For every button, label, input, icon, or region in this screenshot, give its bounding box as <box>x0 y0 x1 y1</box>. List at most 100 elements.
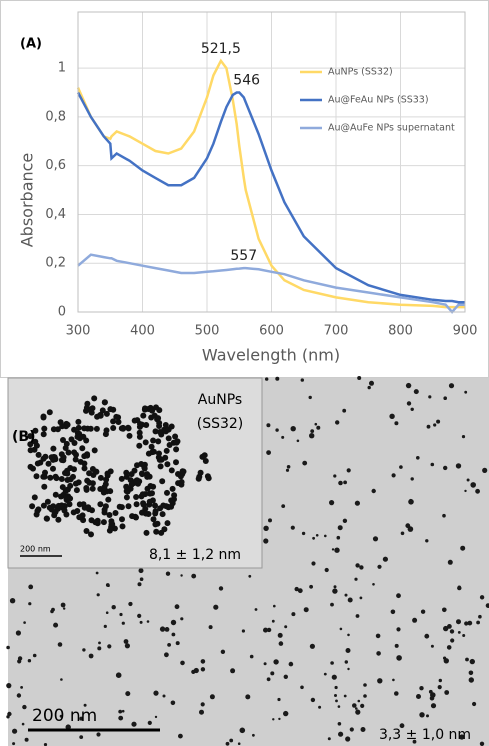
particle <box>254 608 258 611</box>
particle <box>316 425 321 430</box>
particle <box>329 500 335 506</box>
particle <box>23 621 26 624</box>
particle <box>149 490 155 497</box>
particle <box>457 631 461 634</box>
particle <box>103 410 110 417</box>
particle <box>75 424 82 431</box>
annotation: 521,5 <box>201 41 241 57</box>
particle <box>429 695 435 701</box>
particle <box>412 617 418 623</box>
particle <box>75 418 82 425</box>
particle <box>119 516 125 523</box>
particle <box>152 428 159 435</box>
particle <box>171 492 178 499</box>
particle <box>336 535 341 540</box>
particle <box>178 733 183 739</box>
particle <box>266 627 272 633</box>
particle <box>426 424 431 429</box>
particle <box>209 694 215 700</box>
particle <box>315 534 319 537</box>
particle <box>371 488 376 494</box>
particle <box>173 446 180 453</box>
particle <box>98 641 101 645</box>
y-tick-label: 0,2 <box>45 256 66 271</box>
x-tick-label: 300 <box>66 324 91 339</box>
particle <box>396 627 401 632</box>
y-axis-label: Absorbance <box>18 153 37 248</box>
particle <box>220 649 226 654</box>
particle <box>148 443 155 450</box>
particle <box>110 406 117 413</box>
particle <box>155 438 162 445</box>
particle <box>143 529 150 536</box>
particle <box>159 626 166 632</box>
particle <box>125 503 132 510</box>
particle <box>175 480 182 487</box>
particle <box>65 724 71 730</box>
particle <box>168 503 175 510</box>
particle <box>424 633 430 639</box>
particle <box>147 483 154 489</box>
particle <box>376 651 381 656</box>
particle <box>337 722 342 726</box>
particle <box>168 467 175 474</box>
particle <box>131 467 138 474</box>
particle <box>360 703 365 709</box>
particle <box>265 377 269 381</box>
particle <box>180 660 185 666</box>
particle <box>157 429 163 435</box>
particle <box>63 511 70 518</box>
particle <box>33 473 40 480</box>
particle <box>96 593 100 597</box>
x-tick-label: 600 <box>259 324 284 339</box>
particle <box>116 503 123 510</box>
particle <box>50 609 54 614</box>
legend-label: Au@FeAu NPs (SS33) <box>328 95 429 106</box>
particle <box>195 475 202 482</box>
particle <box>102 431 109 438</box>
particle <box>309 584 313 589</box>
particle <box>50 465 56 472</box>
particle <box>399 723 405 729</box>
plot-frame <box>77 11 466 313</box>
particle <box>354 500 360 506</box>
particle <box>323 672 327 676</box>
particle <box>104 472 111 479</box>
particle <box>115 419 122 425</box>
particle <box>41 425 48 432</box>
particle <box>60 454 67 461</box>
particle <box>464 489 467 493</box>
y-tick-label: 0,8 <box>45 109 66 124</box>
particle <box>191 669 196 675</box>
particle <box>6 683 12 689</box>
particle <box>406 401 412 406</box>
particle <box>173 459 179 466</box>
particle <box>164 489 170 496</box>
particle <box>355 707 358 710</box>
particle <box>37 459 44 466</box>
particle <box>275 376 280 381</box>
particle <box>53 622 59 628</box>
particle <box>81 460 88 467</box>
particle <box>165 571 171 576</box>
particle <box>334 547 340 553</box>
particle <box>266 423 271 428</box>
particle <box>70 509 77 516</box>
particle <box>121 621 125 625</box>
series-line <box>76 91 465 304</box>
particle <box>461 435 466 439</box>
particle <box>160 502 167 509</box>
particle <box>139 491 146 498</box>
particle <box>334 685 338 690</box>
particle <box>170 619 177 626</box>
particle <box>107 644 112 649</box>
particle <box>290 525 295 530</box>
particle <box>97 474 104 481</box>
particle <box>363 694 367 698</box>
particle <box>58 476 65 482</box>
particle <box>416 694 421 699</box>
particle <box>142 405 148 412</box>
particle <box>394 691 399 696</box>
particle <box>331 674 337 680</box>
particle <box>145 450 152 457</box>
